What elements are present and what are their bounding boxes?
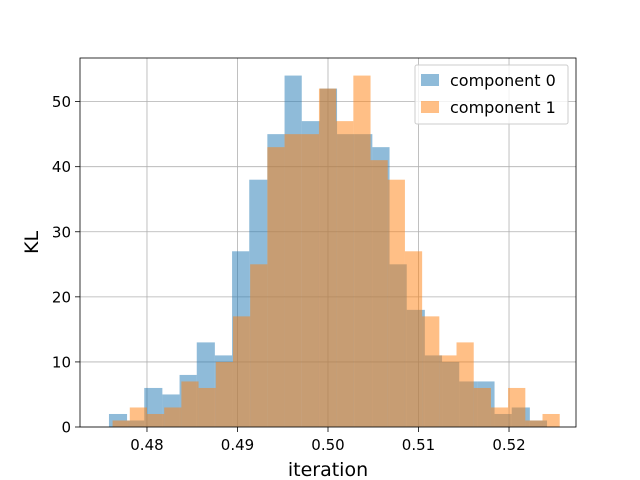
histogram-bar-component-1 [525,420,543,427]
histogram-bar-component-1 [215,361,233,427]
histogram-bar-component-1 [370,160,388,427]
x-axis-label: iteration [288,459,368,480]
x-tick-label: 0.52 [492,436,525,454]
legend-swatch-component-1 [421,101,439,113]
histogram-bar-component-1 [318,88,337,427]
histogram-bar-component-1 [129,407,147,427]
histogram-bar-component-1 [198,387,216,427]
histogram-bar-component-1 [439,355,457,427]
axis-ticks: 0.48 0.49 0.50 0.51 0.52 0 10 20 30 40 50 [52,93,526,454]
y-tick-label: 30 [52,223,71,241]
x-tick-label: 0.48 [130,436,163,454]
histogram-bars [108,75,560,428]
histogram-bar-component-1 [232,316,251,427]
histogram-bar-component-1 [422,316,440,427]
histogram-bar-component-1 [267,147,285,427]
x-tick-label: 0.49 [221,436,254,454]
histogram-bar-component-1 [112,420,130,427]
y-axis-label: KL [21,231,43,254]
legend: component 0 component 1 [414,64,569,125]
histogram-bar-component-1 [164,407,182,427]
histogram-bar-component-1 [456,342,474,427]
y-tick-label: 50 [52,93,71,111]
y-tick-label: 0 [61,419,71,437]
y-tick-label: 20 [52,288,71,306]
histogram-bar-component-1 [336,121,354,427]
legend-swatch-component-0 [421,74,439,86]
histogram-bar-component-1 [353,75,371,428]
histogram-bar-component-1 [284,134,302,427]
y-tick-label: 10 [52,353,71,371]
histogram-bar-component-1 [473,387,491,427]
x-tick-label: 0.51 [402,436,435,454]
histogram-bar-component-1 [490,407,509,427]
histogram-bar-component-1 [387,179,405,427]
legend-box [414,64,569,125]
legend-label-component-0: component 0 [450,71,556,90]
x-tick-label: 0.50 [311,436,344,454]
histogram-bar-component-1 [250,264,268,427]
legend-label-component-1: component 1 [450,98,556,117]
histogram-bar-component-1 [146,413,165,427]
histogram-bar-component-1 [542,413,560,427]
histogram-bar-component-1 [181,381,199,427]
y-tick-label: 40 [52,158,71,176]
histogram-bar-component-1 [404,251,423,427]
histogram-bar-component-1 [301,134,319,427]
histogram-bar-component-1 [508,387,526,427]
